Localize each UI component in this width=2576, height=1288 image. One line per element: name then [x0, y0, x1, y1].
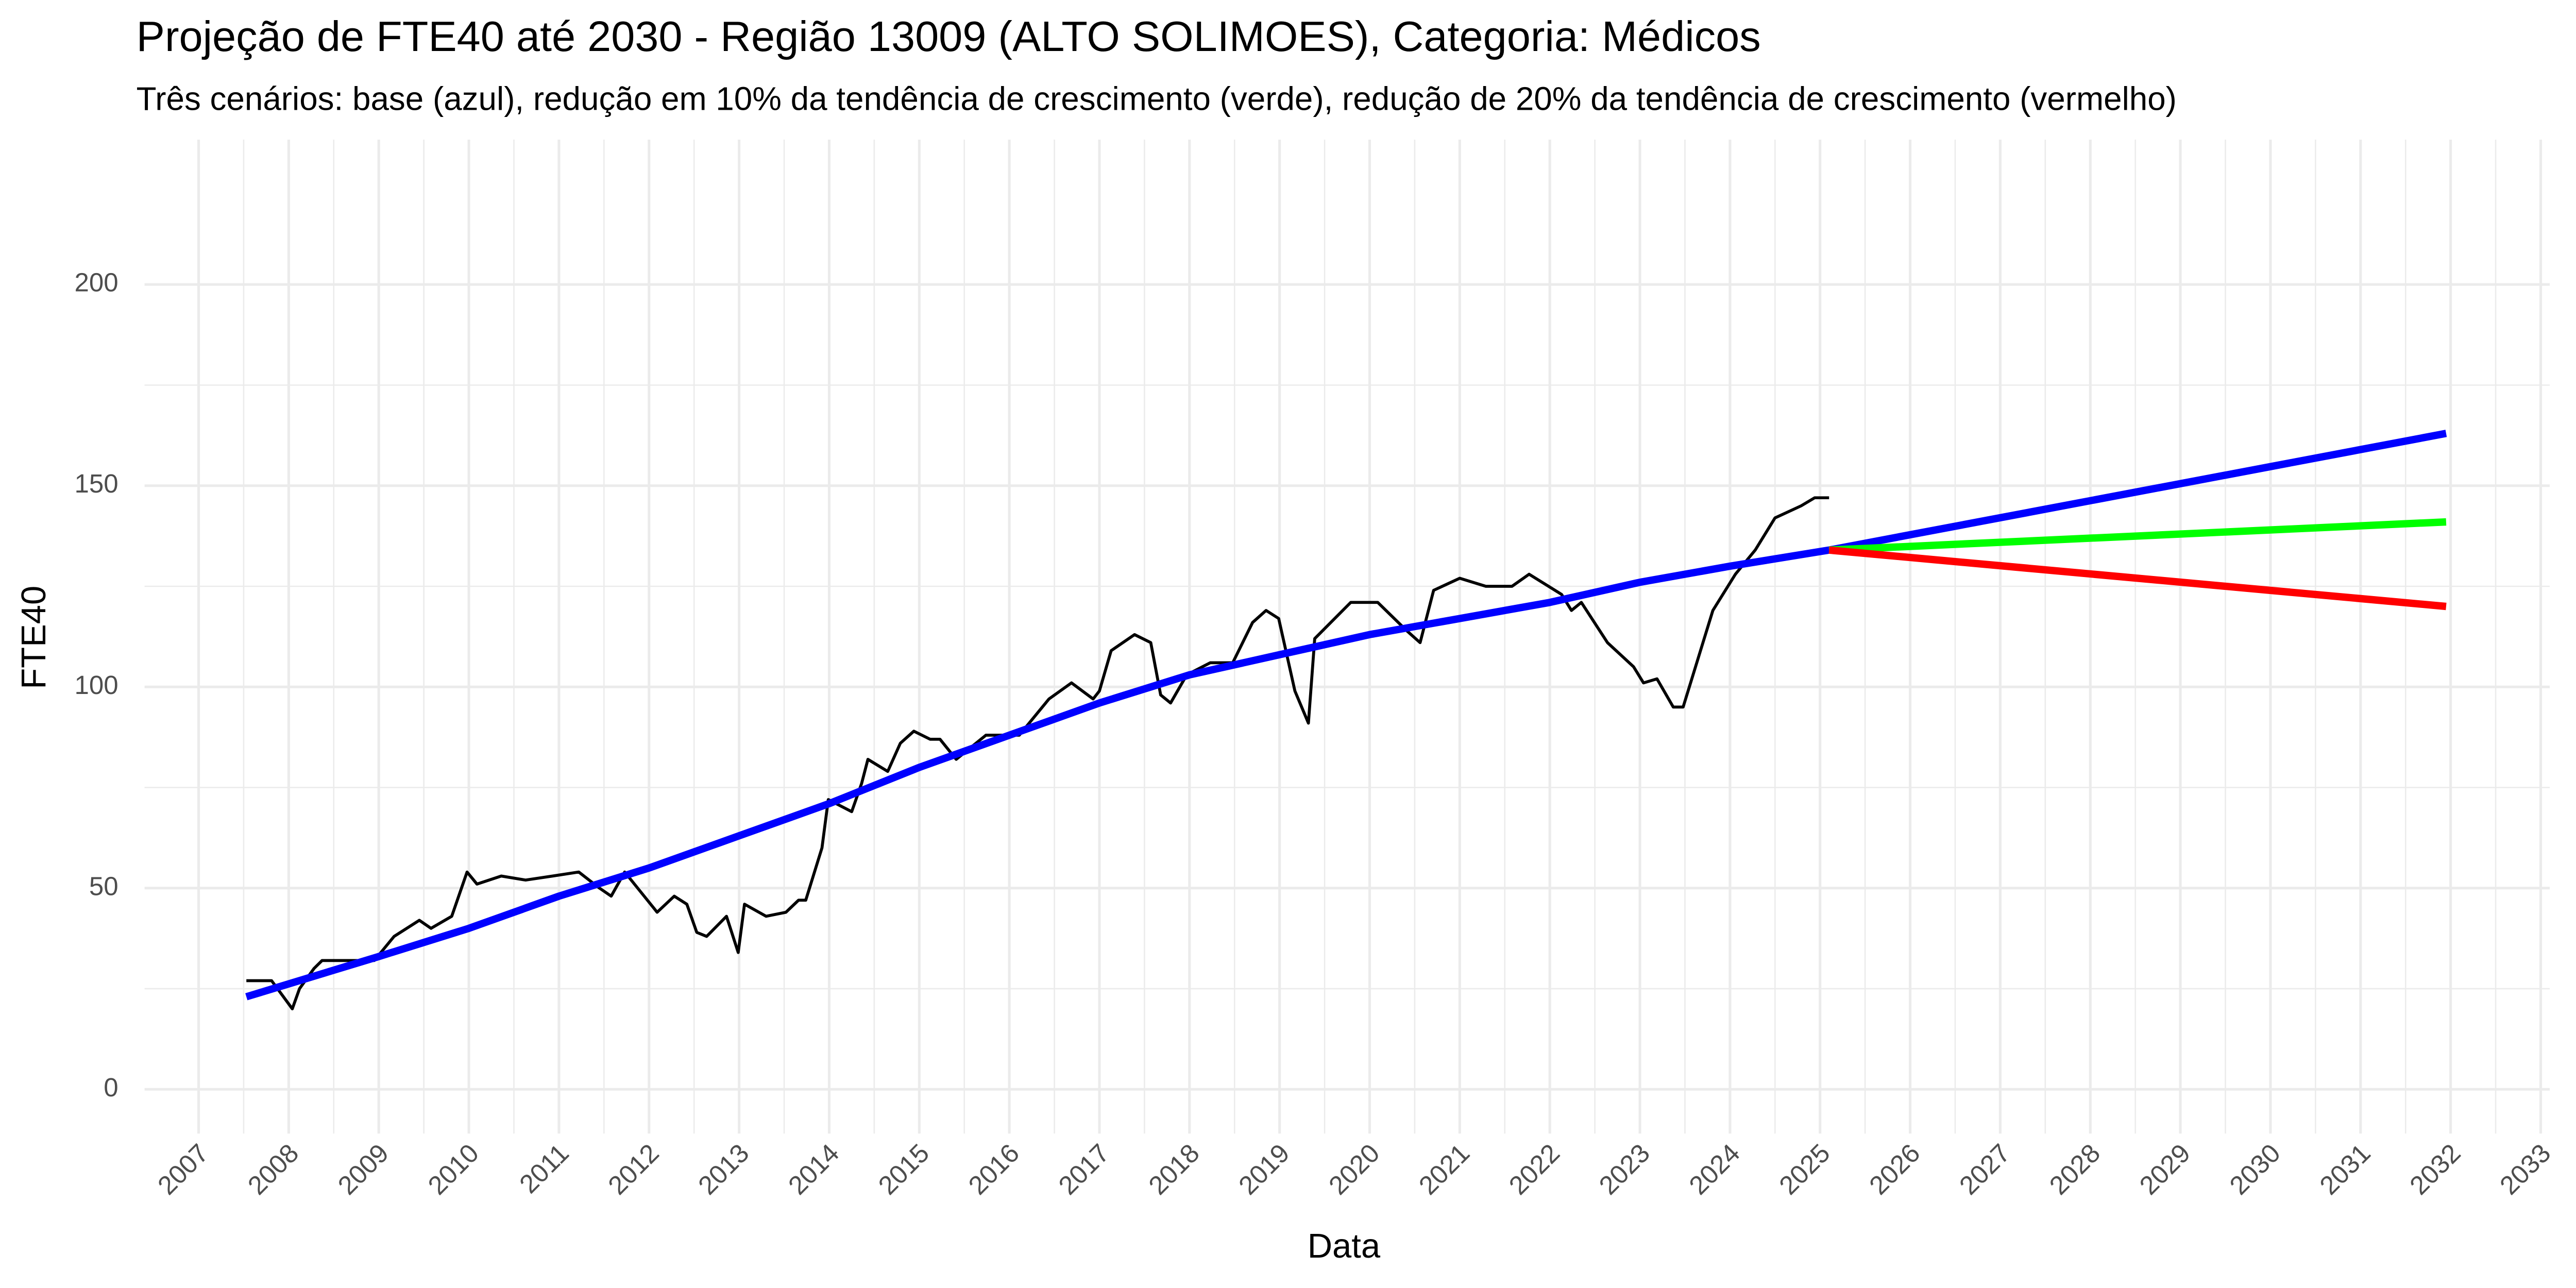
x-axis-title: Data: [1308, 1227, 1381, 1265]
y-axis-title: FTE40: [14, 586, 53, 689]
grid: [144, 140, 2550, 1134]
data-line: [1828, 546, 2447, 611]
chart-subtitle: Três cenários: base (azul), redução em 1…: [137, 80, 2177, 117]
y-tick-label: 50: [89, 871, 118, 901]
y-tick-label: 150: [74, 469, 118, 498]
plot-area: [245, 430, 2447, 1010]
y-tick-label: 0: [104, 1073, 118, 1102]
y-tick-label: 100: [74, 670, 118, 700]
data-line: [1828, 430, 2447, 554]
y-tick-label: 200: [74, 268, 118, 297]
data-line: [245, 546, 1830, 1001]
chart-title: Projeção de FTE40 até 2030 - Região 1300…: [137, 12, 1761, 60]
data-line: [246, 496, 1829, 1010]
data-line: [1828, 518, 2447, 554]
